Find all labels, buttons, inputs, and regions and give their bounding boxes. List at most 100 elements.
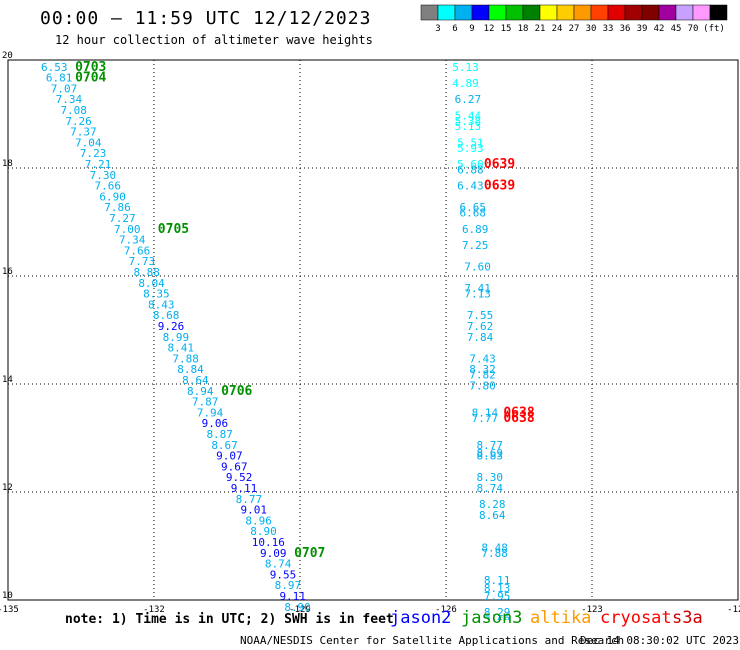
note-text: note: 1) Time is in UTC; 2) SWH is in fe… [65,612,394,627]
wave-height-value: 8.30 [477,471,504,484]
colorbar-label: 42 [654,24,665,34]
wave-height-value: 8.04 [138,277,165,290]
wave-height-value: 6.89 [462,223,489,236]
x-tick-label: -120 [727,605,740,615]
colorbar-label: 27 [569,24,580,34]
wave-height-value: 9.09 [260,547,287,560]
wave-height-value: 7.00 [114,223,141,236]
wave-height-value: 7.37 [70,126,97,139]
wave-height-value: 7.13 [464,288,491,301]
legend-jason3: jason3 [461,608,523,628]
colorbar-label: 24 [552,24,563,34]
wave-height-value: 7.21 [85,158,112,171]
wave-height-value: 7.07 [51,82,78,95]
time-label: 0703 [75,60,106,75]
wave-height-value: 7.80 [469,379,496,392]
wave-height-value: 7.34 [119,234,146,247]
wave-height-value: 6.68 [460,207,487,220]
wave-height-value: 6.81 [46,72,73,85]
wave-height-value: 8.87 [206,428,233,441]
wave-height-value: 6.53 [41,61,68,74]
wave-height-value: 8.67 [211,439,238,452]
time-label: 0638 [503,405,534,420]
wave-height-value: 8.94 [187,385,214,398]
page-title: 00:00 – 11:59 UTC 12/12/2023 [40,8,372,29]
wave-height-value: 9.01 [241,504,268,517]
wave-height-value: 9.11 [231,482,258,495]
colorbar-label: 9 [469,24,474,34]
wave-height-value: 7.23 [80,147,107,160]
wave-height-value: 7.66 [124,244,151,257]
colorbar-label: 36 [620,24,631,34]
colorbar-label: 3 [435,24,440,34]
time-label: 0638 [503,411,534,426]
legend-cryosat: cryosat [600,608,672,628]
wave-height-value: 8.13 [484,582,511,595]
wave-height-value: 9.11 [279,590,306,603]
wave-height-value: 8.90 [250,525,277,538]
legend-altika: altika [530,608,592,628]
wave-height-value: 8.90 [284,601,311,614]
wave-height-value: 8.43 [148,298,175,311]
wave-height-value: 7.26 [65,115,92,128]
colorbar-label: 39 [637,24,648,34]
wave-height-value: 7.55 [467,309,494,322]
page-subtitle: 12 hour collection of altimeter wave hei… [55,33,373,47]
wave-height-value: 8.96 [245,514,272,527]
wave-height-value: 8.64 [182,374,209,387]
plot-frame [7,59,739,601]
wave-height-value: 8.29 [484,606,511,619]
colorbar-label: 21 [535,24,546,34]
colorbar-unit: (ft) [703,24,725,34]
wave-height-value: 7.77 [472,412,499,425]
wave-height-value: 7.68 [484,614,511,620]
wave-height-value: 9.26 [158,320,185,333]
wave-height-value: 7.41 [464,282,491,295]
wave-height-value: 7.25 [462,239,489,252]
wave-height-value: 6.90 [99,190,126,203]
wave-height-value: 8.48 [481,541,508,554]
wave-height-plot: -135 -132 -129 -126 -123 -120 10 12 14 16 18 20 6.53… [0,51,740,620]
time-label: 0706 [221,384,252,399]
wave-height-value: 5.93 [457,142,484,155]
wave-height-value: 6.65 [460,201,487,214]
wave-height-value: 7.30 [90,169,117,182]
wave-height-value: 5.38 [455,115,482,128]
time-label: 0705 [158,222,189,237]
wave-height-value: 8.41 [168,342,195,355]
wave-height-value: 7.88 [172,352,199,365]
y-tick-label: 14 [2,375,13,385]
wave-height-value: 8.77 [477,439,504,452]
wave-height-value: 4.89 [452,77,479,90]
wave-height-value: 5.51 [457,136,484,149]
wave-height-value: 8.28 [479,498,506,511]
wave-height-value: 9.67 [221,460,248,473]
wave-height-value: 8.84 [177,363,204,376]
color-scale-bar: 3 6 9 12 15 18 21 24 27 30 33 36 39 42 45 70 (ft) [420,4,728,34]
wave-height-value: 6.43 [457,180,484,193]
wave-height-value: 8.69 [477,447,504,460]
y-tick-label: 18 [2,159,13,169]
wave-height-value: 7.84 [467,331,494,344]
time-label: 0639 [484,157,515,172]
wave-height-value: 6.27 [455,93,482,106]
colorbar-label: 12 [484,24,495,34]
wave-height-value: 9.07 [216,450,243,463]
wave-height-value: 7.62 [467,320,494,333]
wave-height-value: 8.11 [484,574,511,587]
wave-height-value: 5.60 [457,158,484,171]
wave-height-value: 8.83 [477,450,504,463]
time-label: 0639 [484,179,515,194]
wave-height-value: 7.73 [129,255,156,268]
x-tick-label: -129 [289,605,311,615]
legend-s3a: s3a [672,608,703,628]
wave-height-value: 8.99 [163,331,190,344]
x-tick-label: -126 [435,605,457,615]
wave-height-value: 6.88 [457,163,484,176]
wave-height-value: 7.08 [60,104,87,117]
y-tick-label: 12 [2,483,13,493]
colorbar-label: 33 [603,24,614,34]
wave-height-value: 5.13 [452,61,479,74]
wave-height-value: 7.04 [75,136,102,149]
